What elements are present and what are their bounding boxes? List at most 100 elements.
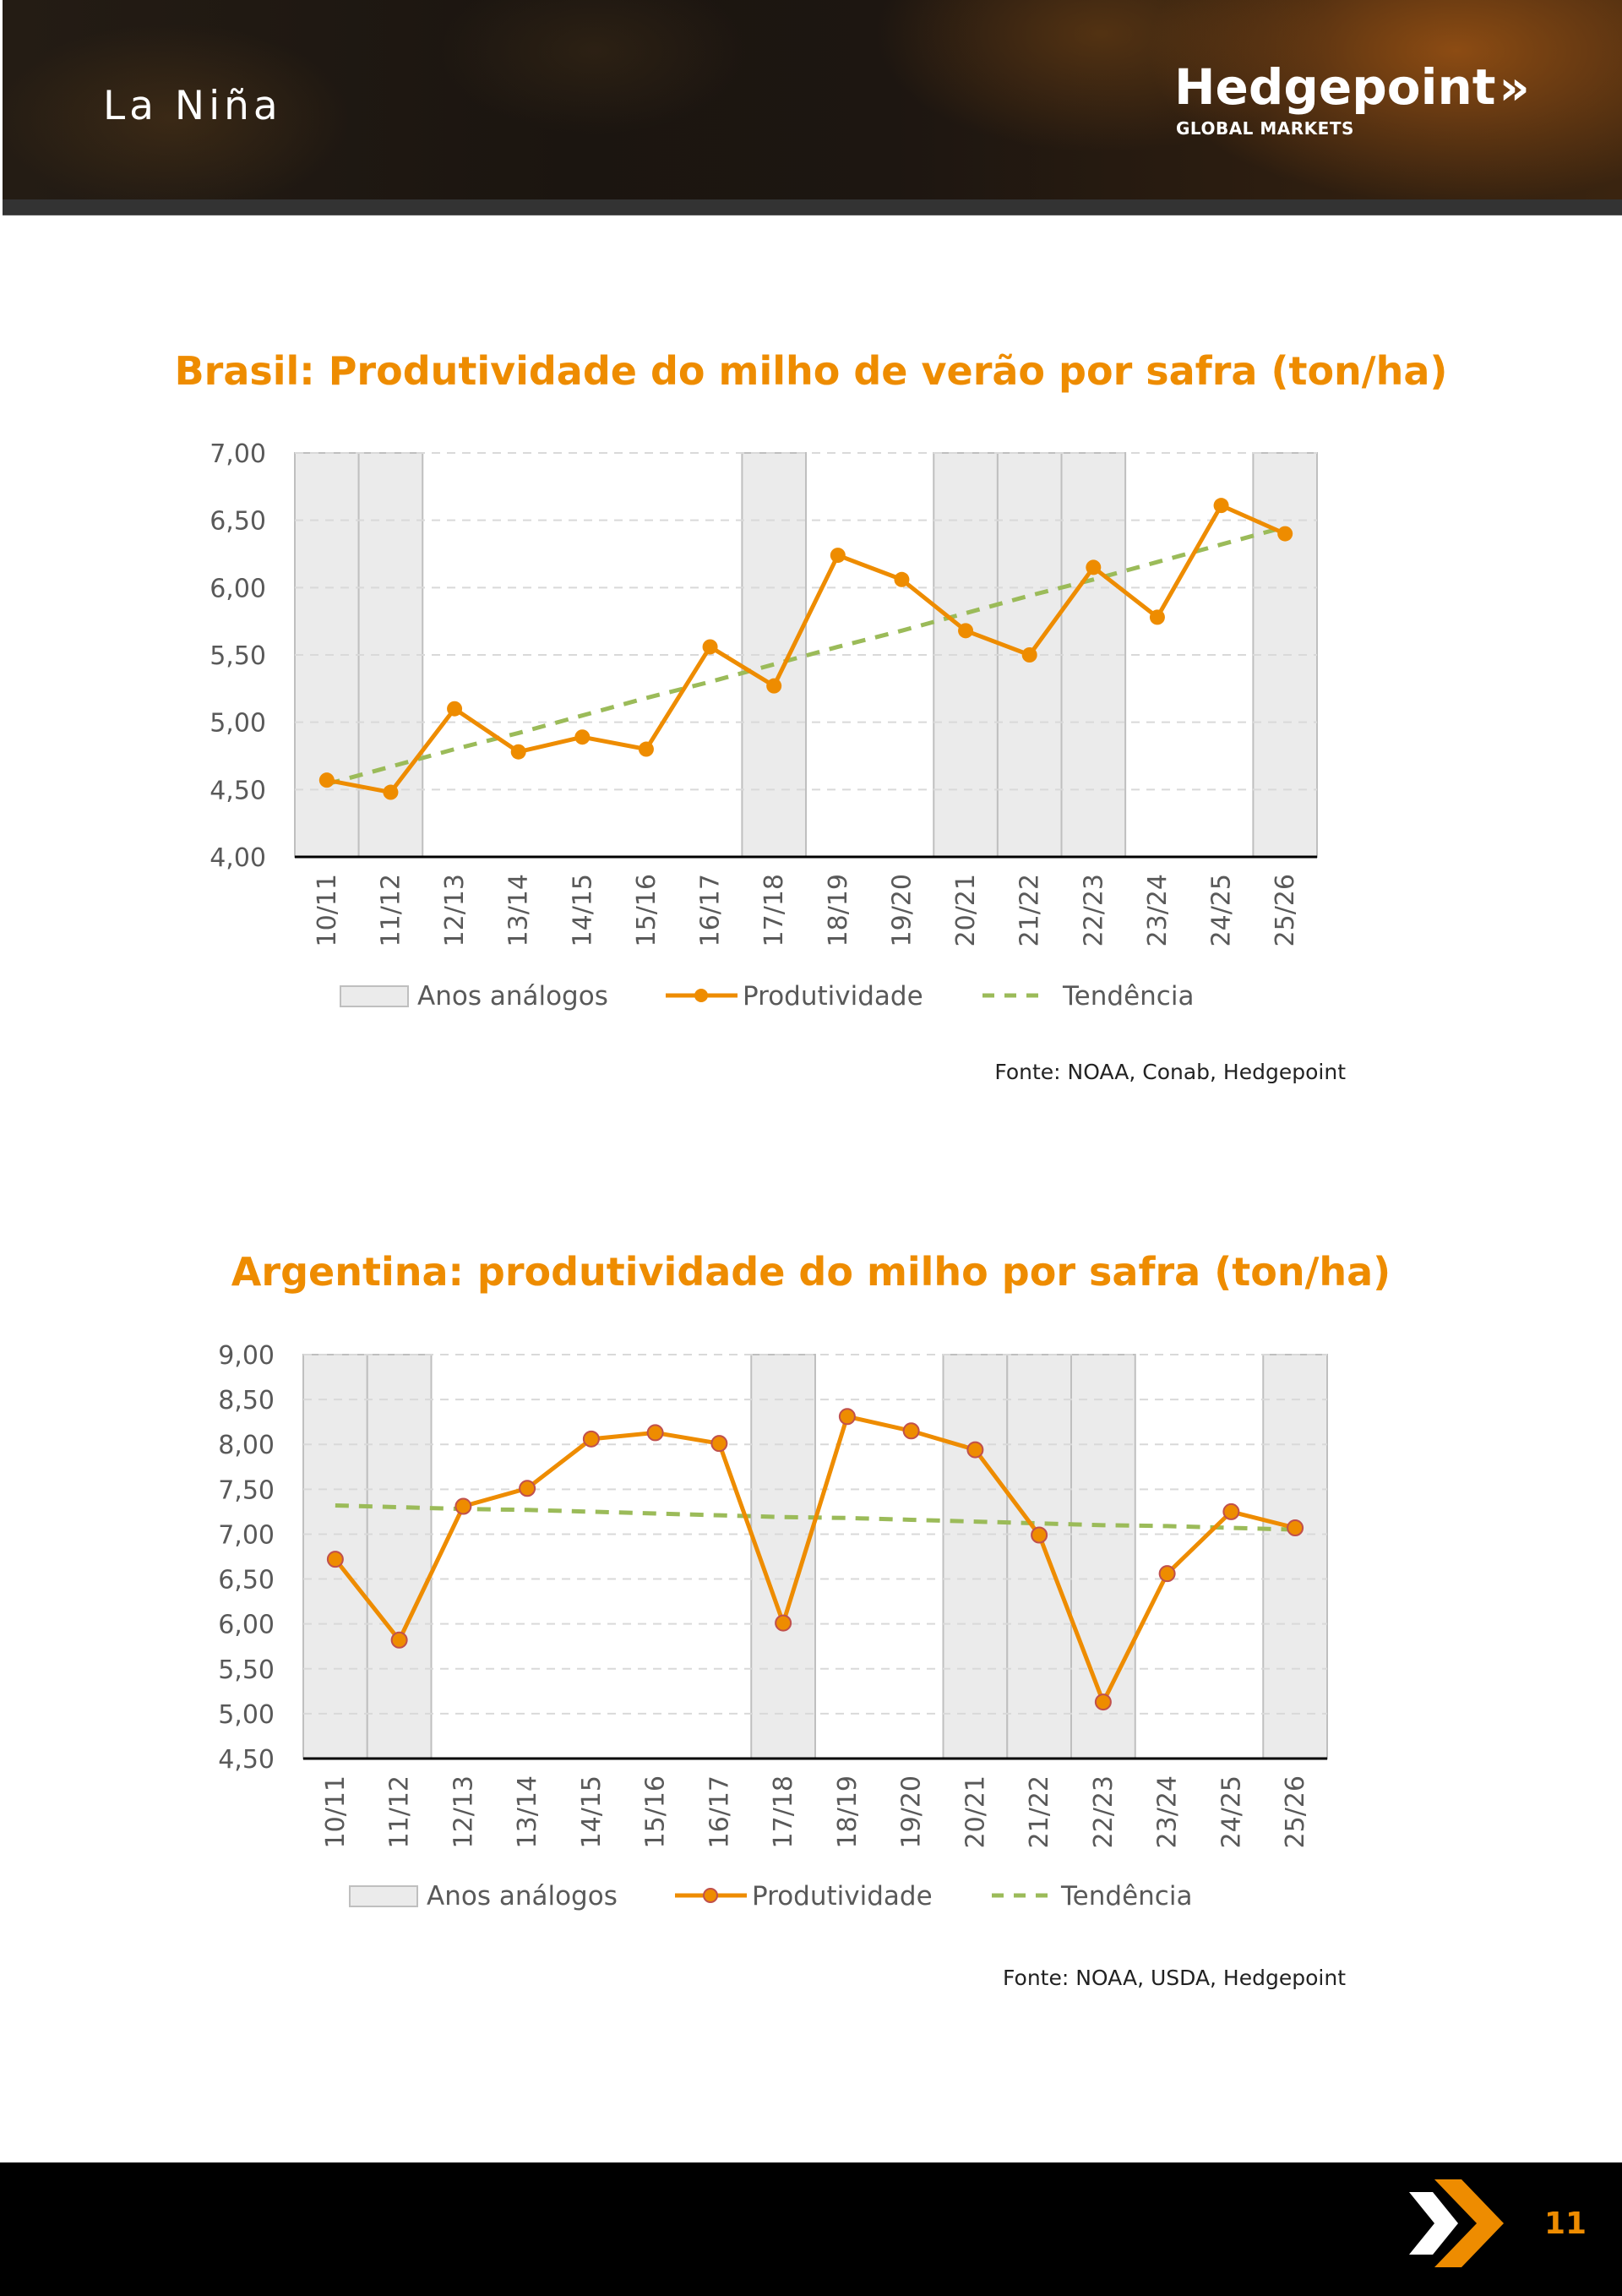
x-tick-label: 20/21 [951, 874, 981, 946]
argentina-chart: 4,50 5,00 5,50 6,00 6,50 7,00 7,50 8,00 8,50 9,00… [218, 1341, 1328, 1912]
logo-subtitle: GLOBAL MARKETS [1176, 118, 1354, 139]
analog-year-band [1070, 1354, 1136, 1759]
productivity-line [326, 503, 1287, 795]
y-tick-label: 8,00 [218, 1431, 275, 1460]
header-banner [3, 0, 1622, 199]
x-tick-label: 10/11 [313, 874, 342, 946]
productivity-point [894, 571, 910, 587]
y-tick-label: 7,50 [218, 1475, 275, 1505]
x-tick-label: 14/15 [577, 1775, 607, 1848]
x-tick-label: 16/17 [696, 874, 726, 946]
brasil-chart-source: Fonte: NOAA, Conab, Hedgepoint [994, 1060, 1346, 1084]
x-tick-label: 21/22 [1015, 874, 1045, 946]
x-tick-label: 25/26 [1281, 1775, 1310, 1848]
productivity-point [1222, 1502, 1240, 1520]
productivity-point [1277, 526, 1293, 542]
productivity-point [510, 744, 526, 760]
productivity-point [582, 1430, 600, 1448]
productivity-point [574, 729, 591, 745]
y-tick-label: 8,50 [218, 1386, 275, 1415]
x-tick-label: 21/22 [1025, 1775, 1054, 1848]
page-topic: La Niña [103, 83, 282, 129]
legend-productivity-label: Produtividade [743, 981, 923, 1012]
argentina-chart-title: Argentina: produtividade do milho por sa… [231, 1249, 1391, 1295]
double-chevron-icon [1409, 2179, 1504, 2267]
productivity-point [390, 1631, 408, 1649]
logo-name: Hedgepoint [1174, 58, 1496, 116]
brasil-chart-title: Brasil: Produtividade do milho de verão … [174, 348, 1448, 394]
productivity-point [710, 1435, 728, 1453]
y-tick-label: 4,50 [210, 776, 266, 805]
y-tick-label: 5,50 [218, 1655, 275, 1685]
productivity-point [766, 678, 782, 694]
productivity-point [326, 1551, 344, 1568]
productivity-point [1031, 1526, 1048, 1544]
x-tick-label: 18/19 [824, 874, 853, 946]
productivity-point [1094, 1693, 1112, 1711]
x-tick-label: 14/15 [568, 874, 597, 946]
legend-productivity-marker [694, 989, 708, 1002]
productivity-point [775, 1614, 792, 1632]
y-tick-label: 6,50 [218, 1566, 275, 1595]
page-footer: 11 [0, 2162, 1622, 2296]
x-tick-label: 11/12 [376, 874, 406, 946]
productivity-point [318, 772, 335, 788]
x-tick-label: 15/16 [632, 874, 661, 946]
x-tick-label: 13/14 [504, 874, 534, 946]
x-tick-label: 19/20 [887, 874, 917, 946]
logo-double-chevron-icon: » [1499, 61, 1530, 116]
x-tick-label: 22/23 [1079, 874, 1108, 946]
brasil-chart: 4,00 4,50 5,00 5,50 6,00 6,50 7,00 10/11 11/12 12… [210, 439, 1318, 1012]
y-tick-label: 9,00 [218, 1341, 275, 1371]
x-tick-label: 15/16 [641, 1775, 671, 1848]
legend-trend-label: Tendência [1062, 981, 1194, 1012]
analog-year-band [1006, 1354, 1072, 1759]
productivity-point [1287, 1519, 1304, 1537]
x-tick-label: 24/25 [1207, 874, 1237, 946]
y-tick-label: 5,50 [210, 641, 266, 671]
analog-year-band [942, 1354, 1009, 1759]
y-tick-label: 6,00 [210, 574, 266, 603]
x-tick-label: 22/23 [1089, 1775, 1119, 1848]
x-tick-label: 17/18 [759, 874, 789, 946]
x-tick-label: 12/13 [440, 874, 470, 946]
y-tick-label: 4,50 [218, 1745, 275, 1775]
x-tick-label: 23/24 [1143, 874, 1173, 946]
x-tick-label: 16/17 [705, 1775, 734, 1848]
productivity-point [902, 1422, 920, 1440]
productivity-point [638, 741, 654, 757]
x-tick-label: 10/11 [321, 1775, 351, 1848]
productivity-point [1158, 1565, 1176, 1583]
productivity-point [1021, 647, 1037, 663]
productivity-point [383, 784, 399, 800]
analog-year-band [366, 1354, 433, 1759]
y-tick-label: 7,00 [210, 439, 266, 469]
x-tick-label: 13/14 [513, 1775, 542, 1848]
productivity-point [830, 548, 846, 564]
productivity-point [958, 623, 974, 639]
y-tick-label: 7,00 [218, 1520, 275, 1550]
x-tick-label: 11/12 [385, 1775, 415, 1848]
productivity-point [519, 1480, 536, 1497]
y-tick-label: 6,00 [218, 1611, 275, 1640]
productivity-point [1086, 559, 1102, 575]
y-tick-label: 6,50 [210, 507, 266, 537]
legend-analog-swatch [349, 1885, 418, 1907]
x-tick-label: 19/20 [897, 1775, 927, 1848]
y-tick-label: 5,00 [218, 1700, 275, 1730]
page-number: 11 [1544, 2206, 1587, 2241]
hedgepoint-logo: Hedgepoint» GLOBAL MARKETS [1174, 59, 1530, 139]
x-tick-label: 12/13 [449, 1775, 478, 1848]
y-tick-label: 5,00 [210, 709, 266, 739]
productivity-point [838, 1408, 856, 1426]
legend-productivity-marker [703, 1888, 718, 1903]
analog-year-band [1262, 1354, 1328, 1759]
productivity-point [1213, 498, 1229, 514]
legend-analog-label: Anos análogos [427, 1881, 618, 1912]
productivity-point [454, 1497, 472, 1515]
legend-trend-label: Tendência [1060, 1881, 1192, 1912]
x-tick-label: 24/25 [1216, 1775, 1246, 1848]
header-divider-bar [3, 199, 1622, 215]
x-tick-label: 25/26 [1271, 874, 1300, 946]
legend-analog-label: Anos análogos [417, 981, 608, 1012]
